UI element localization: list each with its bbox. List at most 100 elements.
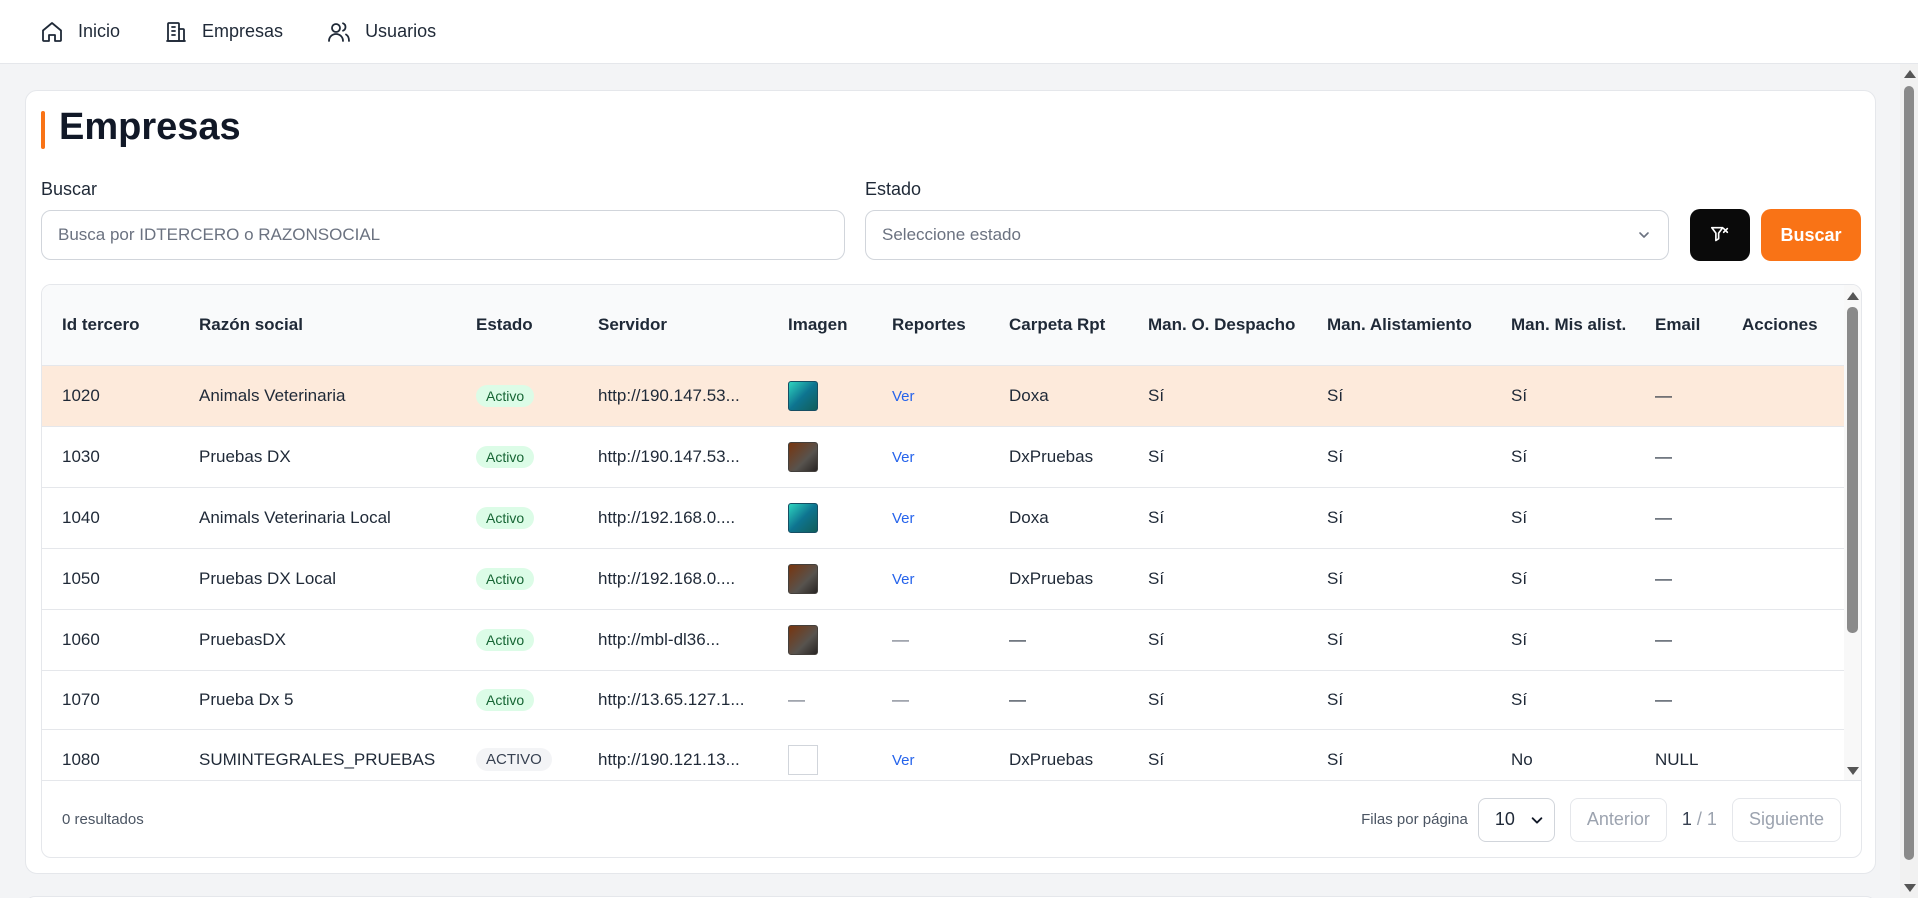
- home-icon: [42, 21, 62, 42]
- status-badge: ACTIVO: [476, 748, 552, 771]
- cell-servidor: http://190.147.53...: [578, 426, 768, 488]
- company-logo-image: [788, 502, 818, 533]
- page-scroll-up-icon[interactable]: [1904, 70, 1916, 78]
- clear-filters-button[interactable]: [1690, 209, 1750, 261]
- cell-despacho: Sí: [1128, 487, 1307, 549]
- pagination: Filas por página 10 Anterior 1 / 1 Sigui…: [1361, 797, 1841, 842]
- top-nav: Inicio Empresas Usuarios: [0, 0, 1918, 64]
- cell-razon-social: Pruebas DX: [179, 426, 456, 488]
- ver-reportes-link[interactable]: Ver: [892, 387, 915, 405]
- cell-despacho: Sí: [1128, 670, 1307, 730]
- cell-id: 1060: [42, 609, 179, 671]
- col-header-man-mis-alist: Man. Mis alist.: [1491, 285, 1635, 366]
- estado-select[interactable]: Seleccione estado: [865, 210, 1669, 260]
- cell-acciones: [1722, 426, 1846, 488]
- estado-select-placeholder: Seleccione estado: [882, 225, 1021, 244]
- status-badge: Activo: [476, 688, 535, 711]
- scroll-down-arrow-icon[interactable]: [1847, 767, 1859, 775]
- status-badge: Activo: [476, 628, 535, 651]
- col-header-estado: Estado: [456, 285, 578, 366]
- ver-reportes-link[interactable]: Ver: [892, 448, 915, 466]
- company-logo-image: [788, 624, 818, 655]
- page-current: 1: [1681, 809, 1692, 829]
- cell-email: —: [1635, 548, 1722, 610]
- cell-id: 1040: [42, 487, 179, 549]
- company-logo-image: [788, 380, 818, 411]
- ver-reportes-link[interactable]: Ver: [892, 570, 915, 588]
- empresas-card: Empresas Buscar Estado Seleccione estado…: [25, 90, 1876, 874]
- cell-email: —: [1635, 426, 1722, 488]
- cell-alistamiento: Sí: [1307, 609, 1491, 671]
- table-footer: 0 resultados Filas por página 10 Anterio…: [42, 780, 1861, 857]
- cell-id: 1020: [42, 365, 179, 427]
- table-row[interactable]: 1030 Pruebas DX Activo http://190.147.53…: [42, 426, 1846, 488]
- nav-item-empresas[interactable]: Empresas: [164, 20, 283, 44]
- table-scrollbar[interactable]: [1844, 285, 1861, 780]
- cell-email: NULL: [1635, 729, 1722, 780]
- page-indicator: 1 / 1: [1682, 809, 1717, 830]
- cell-email: —: [1635, 487, 1722, 549]
- nav-label-usuarios: Usuarios: [365, 21, 437, 41]
- cell-carpeta: —: [989, 670, 1128, 730]
- table-row[interactable]: 1040 Animals Veterinaria Local Activo ht…: [42, 487, 1846, 549]
- cell-servidor: http://190.147.53...: [578, 365, 768, 427]
- table-scroll-area[interactable]: Id tercero Razón social Estado Servidor …: [42, 285, 1846, 780]
- search-input[interactable]: [41, 210, 845, 260]
- empresas-table-container: Id tercero Razón social Estado Servidor …: [41, 284, 1862, 858]
- table-row[interactable]: 1050 Pruebas DX Local Activo http://192.…: [42, 548, 1846, 610]
- cell-alistamiento: Sí: [1307, 670, 1491, 730]
- page-total: 1: [1706, 809, 1717, 829]
- ver-reportes-link[interactable]: Ver: [892, 509, 915, 527]
- status-badge: Activo: [476, 445, 535, 468]
- cell-email: —: [1635, 609, 1722, 671]
- cell-id: 1070: [42, 670, 179, 730]
- table-scrollbar-thumb[interactable]: [1847, 307, 1858, 633]
- col-header-carpeta-rpt: Carpeta Rpt: [989, 285, 1128, 366]
- chevron-down-icon: [1639, 232, 1649, 238]
- cell-acciones: [1722, 548, 1846, 610]
- next-page-button[interactable]: Siguiente: [1731, 797, 1841, 842]
- search-button[interactable]: Buscar: [1761, 209, 1861, 261]
- title-accent-bar: [41, 111, 45, 149]
- rows-per-page-select[interactable]: 10: [1477, 797, 1555, 842]
- page-scrollbar-thumb[interactable]: [1904, 86, 1914, 860]
- cell-reportes: —: [872, 609, 989, 671]
- cell-despacho: Sí: [1128, 729, 1307, 780]
- cell-acciones: [1722, 487, 1846, 549]
- cell-acciones: [1722, 729, 1846, 780]
- col-header-reportes: Reportes: [872, 285, 989, 366]
- table-row[interactable]: 1020 Animals Veterinaria Activo http://1…: [42, 365, 1846, 427]
- cell-carpeta: DxPruebas: [989, 729, 1128, 780]
- status-badge: Activo: [476, 506, 535, 529]
- cell-servidor: http://192.168.0....: [578, 548, 768, 610]
- cell-alistamiento: Sí: [1307, 487, 1491, 549]
- col-header-imagen: Imagen: [768, 285, 872, 366]
- col-header-acciones: Acciones: [1722, 285, 1846, 366]
- scroll-up-arrow-icon[interactable]: [1847, 292, 1859, 300]
- cell-acciones: [1722, 365, 1846, 427]
- company-logo-image: [788, 563, 818, 594]
- table-row[interactable]: 1070 Prueba Dx 5 Activo http://13.65.127…: [42, 670, 1846, 730]
- cell-despacho: Sí: [1128, 609, 1307, 671]
- col-header-id-tercero: Id tercero: [42, 285, 179, 366]
- cell-servidor: http://190.121.13...: [578, 729, 768, 780]
- nav-label-empresas: Empresas: [202, 21, 284, 41]
- cell-razon-social: PruebasDX: [179, 609, 456, 671]
- cell-email: —: [1635, 365, 1722, 427]
- cell-carpeta: Doxa: [989, 365, 1128, 427]
- table-row[interactable]: 1080 SUMINTEGRALES_PRUEBAS ACTIVO http:/…: [42, 729, 1846, 780]
- prev-page-button[interactable]: Anterior: [1569, 797, 1667, 842]
- ver-reportes-link[interactable]: Ver: [892, 751, 915, 769]
- nav-item-inicio[interactable]: Inicio: [40, 20, 120, 44]
- cell-email: —: [1635, 670, 1722, 730]
- cell-acciones: [1722, 609, 1846, 671]
- page-title: Empresas: [59, 106, 241, 148]
- chevron-down-icon: [1531, 816, 1543, 824]
- cell-servidor: http://13.65.127.1...: [578, 670, 768, 730]
- col-header-man-o-despacho: Man. O. Despacho: [1128, 285, 1307, 366]
- table-row[interactable]: 1060 PruebasDX Activo http://mbl-dl36...…: [42, 609, 1846, 671]
- page-scroll-down-icon[interactable]: [1904, 884, 1916, 892]
- page-scrollbar[interactable]: [1900, 64, 1918, 898]
- col-header-razon-social: Razón social: [179, 285, 456, 366]
- nav-item-usuarios[interactable]: Usuarios: [327, 20, 436, 44]
